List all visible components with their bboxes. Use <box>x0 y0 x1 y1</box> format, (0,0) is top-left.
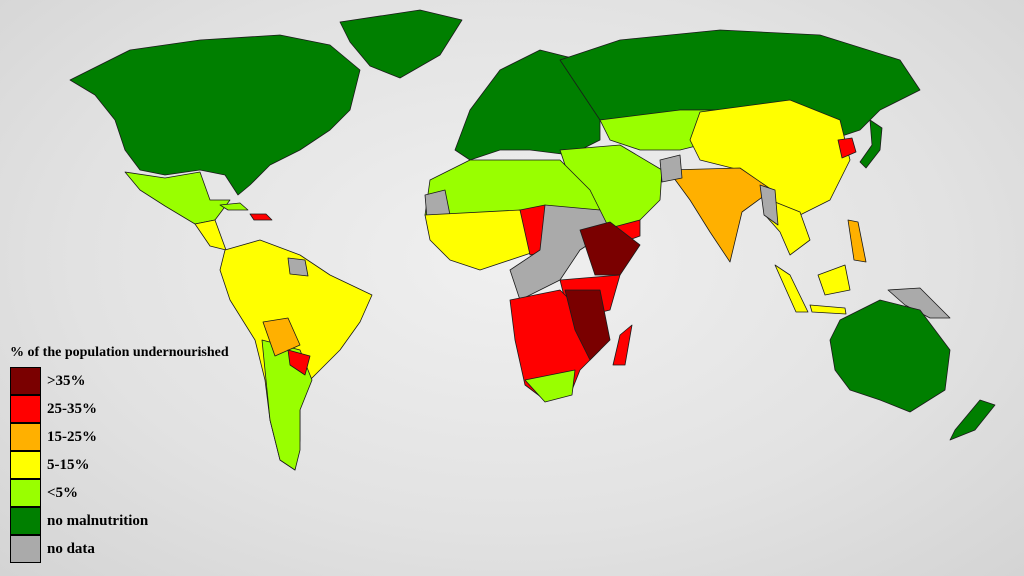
legend-label: no malnutrition <box>47 512 149 529</box>
legend-label: 5-15% <box>47 456 90 473</box>
region-sumatra <box>774 264 809 313</box>
region-afghanistan <box>659 154 683 183</box>
legend-swatch <box>10 394 41 423</box>
legend-item: >35% <box>10 366 229 395</box>
region-north-korea <box>837 137 857 159</box>
region-india <box>667 167 773 263</box>
legend-swatch <box>10 478 41 507</box>
region-australia <box>829 299 951 413</box>
legend-label: 15-25% <box>47 428 97 445</box>
region-philippines <box>847 219 867 263</box>
legend-item: <5% <box>10 478 229 507</box>
region-java <box>809 304 847 315</box>
region-caribbean-cuba <box>219 202 249 211</box>
region-japan <box>859 119 883 169</box>
legend-item: no malnutrition <box>10 506 229 535</box>
legend-swatch <box>10 422 41 451</box>
legend-title: % of the population undernourished <box>10 345 229 360</box>
region-central-america <box>194 219 227 251</box>
region-greenland <box>339 9 463 79</box>
region-new-zealand <box>949 399 996 441</box>
region-bolivia <box>262 317 301 357</box>
region-myanmar <box>759 184 779 226</box>
legend-item: 15-25% <box>10 422 229 451</box>
legend-label: <5% <box>47 484 79 501</box>
region-south-africa <box>524 369 576 403</box>
legend-label: 25-35% <box>47 400 97 417</box>
region-mexico <box>124 171 231 225</box>
legend-item: no data <box>10 534 229 563</box>
region-borneo <box>817 264 851 296</box>
legend-item: 25-35% <box>10 394 229 423</box>
legend-swatch <box>10 506 41 535</box>
legend-swatch <box>10 450 41 479</box>
region-caribbean-haiti <box>249 213 273 221</box>
region-madagascar <box>612 324 633 366</box>
legend: % of the population undernourished >35% 2… <box>10 345 229 563</box>
legend-item: 5-15% <box>10 450 229 479</box>
region-guianas <box>287 257 309 277</box>
region-north-america <box>69 34 361 196</box>
legend-label: >35% <box>47 372 86 389</box>
region-new-guinea <box>887 287 951 319</box>
legend-swatch <box>10 534 41 563</box>
region-paraguay <box>287 349 311 376</box>
region-tanzania-mozambique <box>564 289 611 361</box>
region-horn-of-africa <box>579 221 641 276</box>
legend-swatch <box>10 366 41 395</box>
legend-label: no data <box>47 540 95 557</box>
